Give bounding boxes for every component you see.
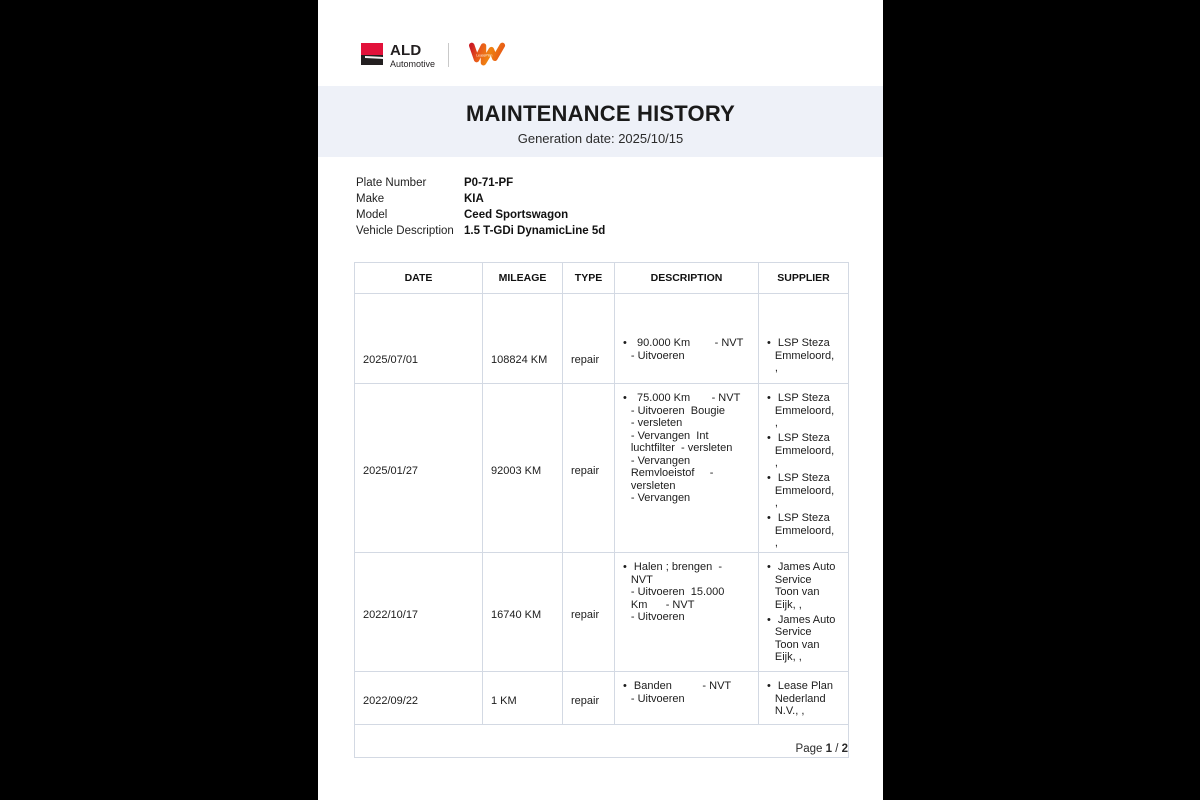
svg-text:LeasePlan: LeasePlan (476, 54, 492, 58)
